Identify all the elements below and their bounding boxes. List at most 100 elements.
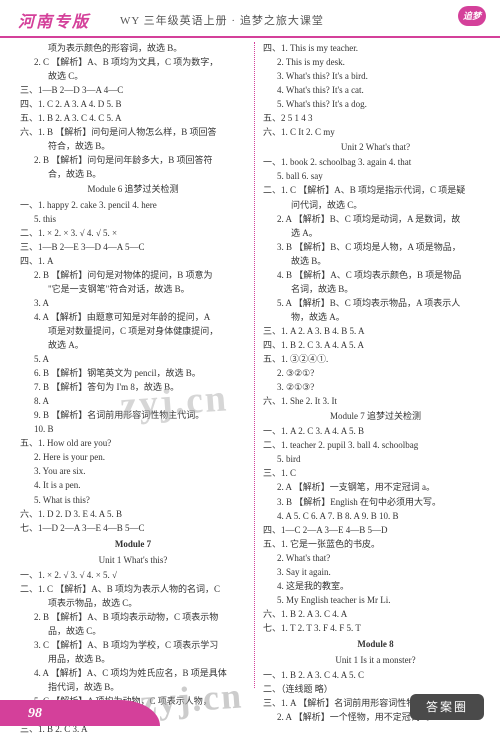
text-line: 3. ②①③? — [263, 381, 488, 394]
text-line: 4. A 【解析】由题意可知是对年龄的提问，A — [20, 311, 246, 324]
text-line: 四、1. A — [20, 255, 246, 268]
text-line: 2. A 【解析】一支钢笔，用不定冠词 a。 — [263, 481, 488, 494]
text-line: 用品，故选 B。 — [20, 653, 246, 666]
text-line: Module 7 追梦过关检测 — [263, 410, 488, 423]
text-line: 4. What's this? It's a cat. — [263, 84, 488, 97]
text-line: 一、1. × 2. √ 3. √ 4. × 5. √ — [20, 569, 246, 582]
text-line: 项是对数量提问，C 项是对身体健康提问， — [20, 325, 246, 338]
text-line: 五、1. B 2. A 3. C 4. C 5. A — [20, 112, 246, 125]
text-line: 品，故选 C。 — [20, 625, 246, 638]
page-header: 河南专版 WY 三年级英语上册 · 追梦之旅大课堂 追梦 — [0, 0, 500, 38]
text-line: "它是一支钢笔"符合对话，故选 B。 — [20, 283, 246, 296]
text-line: 2. A 【解析】B、C 项均是动词，A 是数词，故 — [263, 213, 488, 226]
text-line: 7. B 【解析】答句为 I'm 8，故选 B。 — [20, 381, 246, 394]
text-line: 2. B 【解析】A、B 项均表示动物，C 项表示物 — [20, 611, 246, 624]
text-line: Unit 1 Is it a monster? — [263, 654, 488, 667]
page-body: 项为表示颜色的形容词，故选 B。2. C 【解析】A、B 项均为文具，C 项为数… — [0, 38, 500, 688]
text-line: 2. ③②①? — [263, 367, 488, 380]
text-line: 二、1. C 【解析】A、B 项均是指示代词，C 项是疑 — [263, 184, 488, 197]
text-line: 3. You are six. — [20, 465, 246, 478]
text-line: 5. this — [20, 213, 246, 226]
text-line: 2. Here is your pen. — [20, 451, 246, 464]
text-line: 项表示物品，故选 C。 — [20, 597, 246, 610]
text-line: 二、1. C 【解析】A、B 项均为表示人物的名词，C — [20, 583, 246, 596]
text-line: 3. A — [20, 297, 246, 310]
text-line: 四、1—C 2—A 3—E 4—B 5—D — [263, 524, 488, 537]
text-line: 4. A 【解析】A、C 项均为姓氏应名，B 项是具体 — [20, 667, 246, 680]
text-line: 4. B 【解析】A、C 项均表示颜色，B 项是物品 — [263, 269, 488, 282]
text-line: 六、1. She 2. It 3. It — [263, 395, 488, 408]
text-line: 9. B 【解析】名词前用形容词性物主代词。 — [20, 409, 246, 422]
text-line: 3. C 【解析】A、B 项均为学校，C 项表示学习 — [20, 639, 246, 652]
text-line: 4. It is a pen. — [20, 479, 246, 492]
text-line: 8. A — [20, 395, 246, 408]
text-line: 三、1—B 2—D 3—A 4—C — [20, 84, 246, 97]
text-line: 六、1. C It 2. C my — [263, 126, 488, 139]
text-line: 名词，故选 B。 — [263, 283, 488, 296]
text-line: 符合，故选 B。 — [20, 140, 246, 153]
text-line: 合，故选 B。 — [20, 168, 246, 181]
text-line: 五、1. How old are you? — [20, 437, 246, 450]
text-line: 5. A — [20, 353, 246, 366]
text-line: 五、1. 它是一张蓝色的书皮。 — [263, 538, 488, 551]
left-column: 项为表示颜色的形容词，故选 B。2. C 【解析】A、B 项均为文具，C 项为数… — [20, 42, 254, 688]
text-line: Module 7 — [20, 538, 246, 551]
text-line: 一、1. B 2. A 3. C 4. A 5. C — [263, 669, 488, 682]
text-line: 三、1—B 2—E 3—D 4—A 5—C — [20, 241, 246, 254]
text-line: 5. bird — [263, 453, 488, 466]
answer-stamp: 答案圈 — [410, 694, 484, 720]
text-line: Unit 2 What's that? — [263, 141, 488, 154]
text-line: 二、1. teacher 2. pupil 3. ball 4. schoolb… — [263, 439, 488, 452]
text-line: 2. C 【解析】A、B 项均为文具，C 项为数字， — [20, 56, 246, 69]
text-line: 七、1—D 2—A 3—E 4—B 5—C — [20, 522, 246, 535]
text-line: 三、1. C — [263, 467, 488, 480]
text-line: 一、1. happy 2. cake 3. pencil 4. here — [20, 199, 246, 212]
text-line: 5. A 【解析】B、C 项均表示物品，A 项表示人 — [263, 297, 488, 310]
text-line: 六、1. D 2. D 3. E 4. A 5. B — [20, 508, 246, 521]
text-line: 三、1. A 2. A 3. B 4. B 5. A — [263, 325, 488, 338]
right-column: 四、1. This is my teacher.2. This is my de… — [254, 42, 488, 688]
text-line: 10. B — [20, 423, 246, 436]
text-line: 2. What's that? — [263, 552, 488, 565]
text-line: 问代词，故选 C。 — [263, 199, 488, 212]
text-line: 3. What's this? It's a bird. — [263, 70, 488, 83]
text-line: 四、1. C 2. A 3. A 4. D 5. B — [20, 98, 246, 111]
text-line: Module 6 追梦过关检测 — [20, 183, 246, 196]
brand-badge: 追梦 — [458, 6, 486, 26]
text-line: 故选 C。 — [20, 70, 246, 83]
text-line: 五、2 5 1 4 3 — [263, 112, 488, 125]
text-line: 4. A 5. C 6. A 7. B 8. A 9. B 10. B — [263, 510, 488, 523]
text-line: 3. Say it again. — [263, 566, 488, 579]
footer-ribbon — [0, 700, 160, 726]
text-line: 2. B 【解析】问句是对物体的提问，B 项意为 — [20, 269, 246, 282]
text-line: 4. 这是我的教室。 — [263, 580, 488, 593]
text-line: 六、1. B 【解析】问句是问人物怎么样，B 项回答 — [20, 126, 246, 139]
text-line: 5. What's this? It's a dog. — [263, 98, 488, 111]
edition-title: 河南专版 — [18, 8, 90, 32]
text-line: 故选 B。 — [263, 255, 488, 268]
text-line: 3. B 【解析】B、C 项均是人物，A 项是物品， — [263, 241, 488, 254]
text-line: 六、1. B 2. A 3. C 4. A — [263, 608, 488, 621]
text-line: 2. This is my desk. — [263, 56, 488, 69]
text-line: 一、1. book 2. schoolbag 3. again 4. that — [263, 156, 488, 169]
text-line: 五、1. ③②④①. — [263, 353, 488, 366]
text-line: 物，故选 A。 — [263, 311, 488, 324]
text-line: 5. My English teacher is Mr Li. — [263, 594, 488, 607]
text-line: 2. B 【解析】问句是问年龄多大，B 项回答符 — [20, 154, 246, 167]
text-line: 项为表示颜色的形容词，故选 B。 — [20, 42, 246, 55]
page-number: 98 — [28, 706, 42, 722]
text-line: 二、1. × 2. × 3. √ 4. √ 5. × — [20, 227, 246, 240]
text-line: 故选 A。 — [20, 339, 246, 352]
text-line: 6. B 【解析】钢笔英文为 pencil，故选 B。 — [20, 367, 246, 380]
text-line: 5. ball 6. say — [263, 170, 488, 183]
text-line: Unit 1 What's this? — [20, 554, 246, 567]
text-line: 七、1. T 2. T 3. F 4. F 5. T — [263, 622, 488, 635]
text-line: 四、1. B 2. C 3. A 4. A 5. A — [263, 339, 488, 352]
text-line: 5. What is this? — [20, 494, 246, 507]
text-line: 一、1. A 2. C 3. A 4. A 5. B — [263, 425, 488, 438]
text-line: Module 8 — [263, 638, 488, 651]
text-line: 四、1. This is my teacher. — [263, 42, 488, 55]
text-line: 选 A。 — [263, 227, 488, 240]
book-subtitle: WY 三年级英语上册 · 追梦之旅大课堂 — [120, 12, 324, 28]
text-line: 3. B 【解析】English 在句中必须用大写。 — [263, 496, 488, 509]
